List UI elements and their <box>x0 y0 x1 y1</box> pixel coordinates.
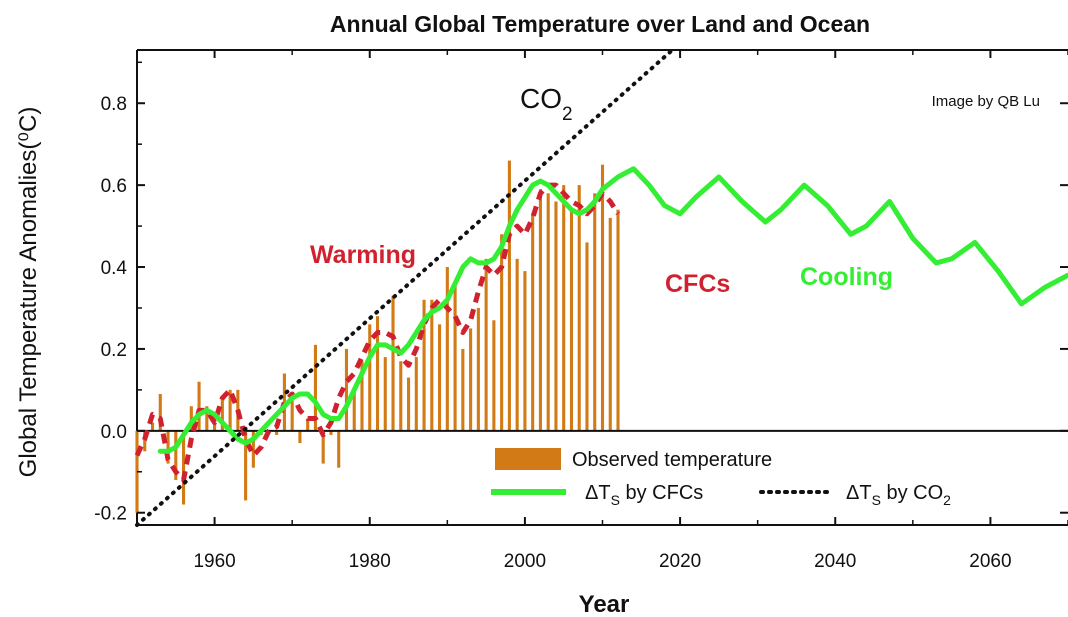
bar <box>515 258 519 431</box>
x-tick-label: 2040 <box>814 551 856 572</box>
bar <box>368 324 372 431</box>
co2-annotation-main: CO <box>520 83 562 114</box>
bar <box>383 357 387 431</box>
series-lines <box>134 48 1068 527</box>
bar <box>422 299 426 431</box>
bar <box>500 234 504 431</box>
cooling-annotation: Cooling <box>800 263 893 291</box>
bar <box>143 430 147 452</box>
y-tick-label: 0.8 <box>101 94 127 115</box>
bar <box>275 430 279 435</box>
series-line-observed-dashed <box>134 182 621 483</box>
bar <box>484 258 488 431</box>
bar <box>593 193 597 431</box>
bar <box>546 193 550 431</box>
bar <box>329 430 333 435</box>
bar <box>306 418 310 431</box>
bar <box>298 430 302 444</box>
bar <box>577 185 581 431</box>
x-tick-label: 1960 <box>193 551 235 572</box>
bar <box>220 398 224 431</box>
bar <box>158 393 162 431</box>
bar <box>461 348 465 431</box>
y-tick-label: -0.2 <box>94 504 127 525</box>
bar <box>360 361 364 431</box>
bar <box>244 430 248 501</box>
bar <box>469 328 473 431</box>
bar <box>600 164 605 431</box>
bar <box>608 217 612 431</box>
bars-observed-temperature <box>135 160 620 513</box>
x-axis-label: Year <box>579 591 630 617</box>
bar <box>414 357 418 431</box>
bar <box>562 185 566 431</box>
bar <box>523 271 527 431</box>
legend-label-co2-sub: S <box>872 492 881 508</box>
bar <box>554 201 558 431</box>
bar <box>531 213 535 431</box>
bar <box>344 348 349 431</box>
bar <box>189 406 193 431</box>
bar <box>166 430 170 464</box>
bar <box>205 406 209 431</box>
legend-label-observed: Observed temperature <box>572 449 772 471</box>
bar <box>352 389 356 431</box>
axis-ticks: -0.2 0.0 0.2 0.4 0.6 0.8 1960 1980 2000 2020 2040 2… <box>94 50 1068 572</box>
bar <box>321 430 325 464</box>
bar <box>430 299 434 431</box>
bar <box>399 361 403 431</box>
bar <box>174 430 178 480</box>
y-tick-label: 0.0 <box>101 422 127 443</box>
legend: Observed temperature ΔTS by CFCs ΔTS by … <box>491 448 951 508</box>
bar <box>492 320 496 431</box>
y-tick-label: 0.2 <box>101 340 127 361</box>
bar <box>438 324 442 431</box>
bar <box>375 316 380 431</box>
y-axis-label: Global Temperature Anomalies(⁰C) <box>15 107 42 478</box>
bar <box>406 377 411 431</box>
x-tick-label: 2000 <box>504 551 546 572</box>
bar <box>313 344 317 431</box>
warming-annotation: Warming <box>310 241 416 269</box>
legend-swatch-observed <box>495 448 561 470</box>
bar <box>476 307 480 431</box>
bar <box>391 295 395 431</box>
bar <box>337 430 341 468</box>
legend-label-co2: ΔTS by CO2 <box>846 482 951 508</box>
legend-label-cfcs-sub: S <box>611 492 620 508</box>
bar <box>616 209 620 431</box>
bar <box>228 389 232 431</box>
bar <box>445 267 449 431</box>
bar <box>182 430 186 505</box>
bar <box>569 209 574 431</box>
chart-title: Annual Global Temperature over Land and … <box>330 11 870 37</box>
bar <box>290 398 294 431</box>
bar <box>150 422 155 431</box>
co2-annotation: CO2 <box>520 83 573 125</box>
co2-annotation-sub: 2 <box>562 104 573 125</box>
legend-label-co2-main: ΔT <box>846 482 872 504</box>
bar <box>585 242 589 431</box>
image-credit: Image by QB Lu <box>932 93 1040 110</box>
legend-label-co2-rest: by CO <box>881 482 943 504</box>
bar <box>507 160 511 431</box>
y-tick-label: 0.4 <box>101 258 128 279</box>
legend-label-cfcs-rest: by CFCs <box>620 482 703 504</box>
series-line-co2 <box>135 48 675 527</box>
cfcs-annotation: CFCs <box>665 270 730 298</box>
series-line-cfcs <box>157 166 1068 454</box>
bar <box>197 381 201 431</box>
x-tick-label: 2060 <box>969 551 1011 572</box>
x-tick-label: 1980 <box>349 551 391 572</box>
legend-label-co2-sub2: 2 <box>943 492 951 508</box>
bar <box>538 189 542 431</box>
legend-label-cfcs: ΔTS by CFCs <box>585 482 703 508</box>
legend-label-cfcs-main: ΔT <box>585 482 611 504</box>
bar <box>282 373 286 431</box>
x-tick-label: 2020 <box>659 551 701 572</box>
bar <box>251 430 255 468</box>
bar <box>453 283 457 431</box>
y-tick-label: 0.6 <box>101 176 127 197</box>
